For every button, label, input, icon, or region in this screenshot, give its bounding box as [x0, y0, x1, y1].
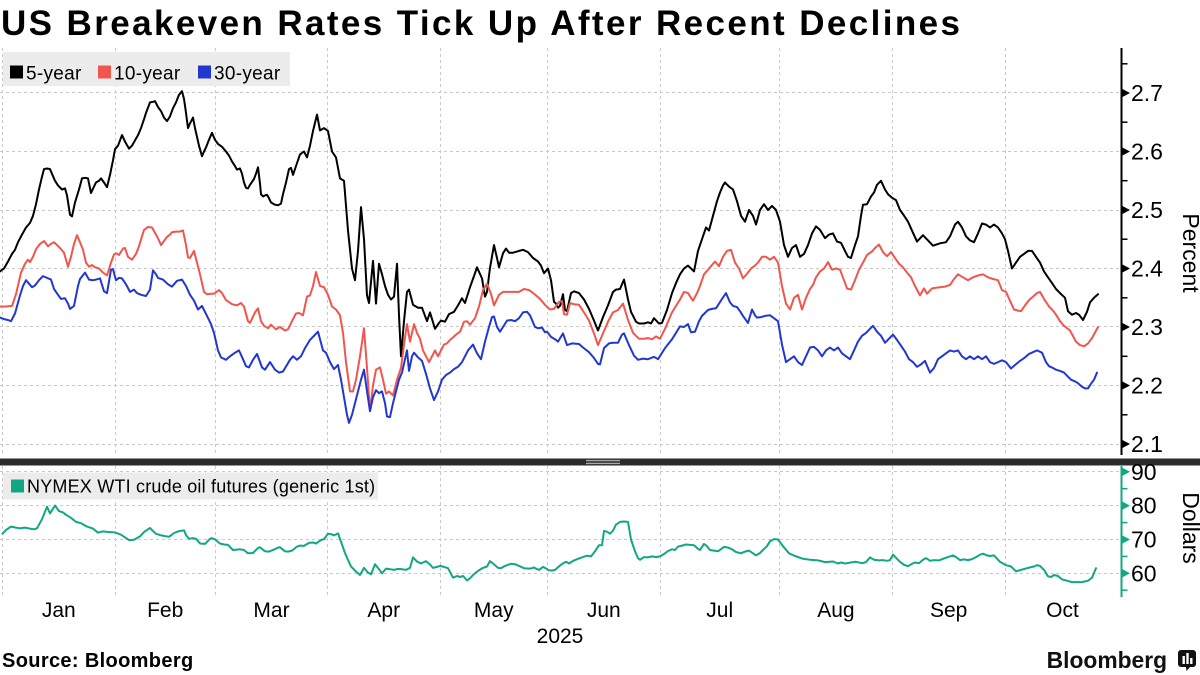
svg-text:80: 80	[1131, 493, 1157, 519]
svg-text:Source: Bloomberg: Source: Bloomberg	[2, 650, 194, 672]
svg-text:Percent: Percent	[1178, 213, 1200, 293]
svg-text:Jul: Jul	[706, 599, 733, 622]
svg-text:Mar: Mar	[253, 599, 289, 622]
svg-text:2.6: 2.6	[1131, 139, 1163, 165]
svg-text:Sep: Sep	[930, 599, 967, 622]
svg-text:Jan: Jan	[42, 599, 76, 622]
svg-text:2.4: 2.4	[1131, 256, 1163, 282]
svg-text:US Breakeven Rates Tick Up Aft: US Breakeven Rates Tick Up After Recent …	[1, 4, 962, 43]
svg-text:Apr: Apr	[367, 599, 400, 622]
svg-text:2.7: 2.7	[1131, 80, 1163, 106]
svg-text:2.2: 2.2	[1131, 373, 1163, 399]
svg-text:Aug: Aug	[817, 599, 854, 622]
svg-text:Jun: Jun	[587, 599, 621, 622]
svg-text:2.5: 2.5	[1131, 197, 1163, 223]
svg-text:2.3: 2.3	[1131, 314, 1163, 340]
svg-text:Feb: Feb	[147, 599, 183, 622]
svg-text:70: 70	[1131, 527, 1157, 553]
svg-text:2.1: 2.1	[1131, 431, 1163, 457]
svg-text:10-year: 10-year	[114, 64, 181, 85]
svg-text:5-year: 5-year	[26, 64, 82, 85]
svg-text:May: May	[474, 599, 514, 622]
svg-text:2025: 2025	[537, 625, 584, 648]
svg-text:90: 90	[1131, 459, 1157, 485]
svg-text:Bloomberg: Bloomberg	[1047, 647, 1167, 673]
svg-text:NYMEX WTI crude oil futures (g: NYMEX WTI crude oil futures (generic 1st…	[27, 477, 375, 497]
svg-text:Dollars: Dollars	[1178, 492, 1200, 564]
svg-text:Oct: Oct	[1046, 599, 1079, 622]
svg-text:60: 60	[1131, 560, 1157, 586]
svg-text:30-year: 30-year	[214, 64, 281, 85]
